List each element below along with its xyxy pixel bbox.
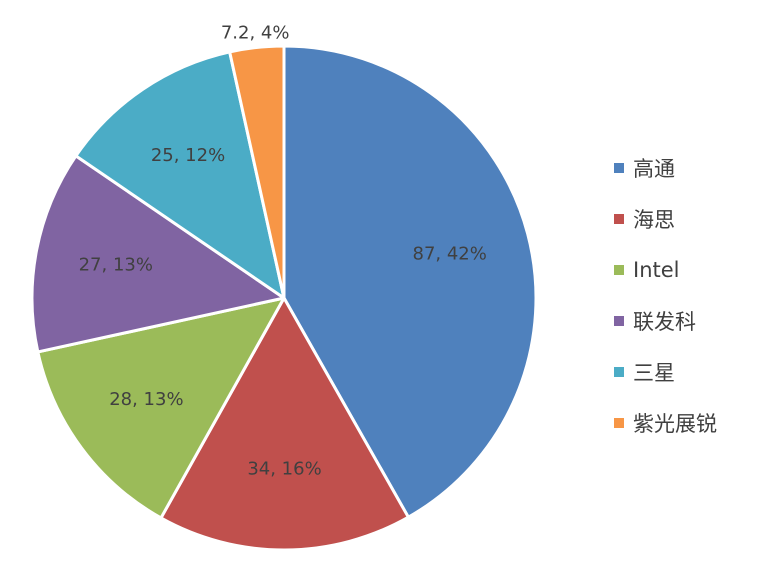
legend-swatch [614, 162, 624, 173]
pie-data-label: 28, 13% [109, 389, 183, 410]
pie-data-label: 34, 16% [247, 458, 321, 479]
pie-slice [282, 44, 538, 519]
pie-data-labels: 87, 42% 34, 16% 28, 13% 27, 13% 25, 12% 7.2, … [79, 23, 487, 480]
legend-label: 高通 [633, 156, 675, 181]
pie-slices [30, 44, 538, 552]
pie-data-label: 87, 42% [413, 243, 487, 264]
pie-slice [159, 296, 410, 552]
legend-item: 三星 [614, 346, 754, 397]
pie-slice [74, 50, 286, 300]
pie-data-label: 25, 12% [151, 145, 225, 166]
legend: 高通 海思 Intel 联发科 三星 紫光展锐 [614, 142, 754, 448]
legend-item: 紫光展锐 [614, 397, 754, 448]
pie-slice [36, 296, 286, 520]
legend-label: Intel [633, 257, 680, 282]
legend-swatch [614, 264, 624, 275]
pie-slice [30, 154, 286, 354]
legend-item: 联发科 [614, 295, 754, 346]
legend-label: 联发科 [633, 309, 696, 334]
pie-slice [228, 44, 286, 300]
legend-item: 高通 [614, 142, 754, 193]
legend-label: 三星 [633, 360, 675, 385]
legend-label: 海思 [633, 207, 675, 232]
legend-item: 海思 [614, 193, 754, 244]
legend-item: Intel [614, 244, 754, 295]
pie-data-label: 27, 13% [79, 254, 153, 275]
legend-swatch [614, 315, 624, 326]
legend-swatch [614, 366, 624, 377]
legend-swatch [614, 417, 624, 428]
pie-data-label: 7.2, 4% [221, 23, 290, 44]
legend-swatch [614, 213, 624, 224]
legend-label: 紫光展锐 [633, 411, 717, 436]
